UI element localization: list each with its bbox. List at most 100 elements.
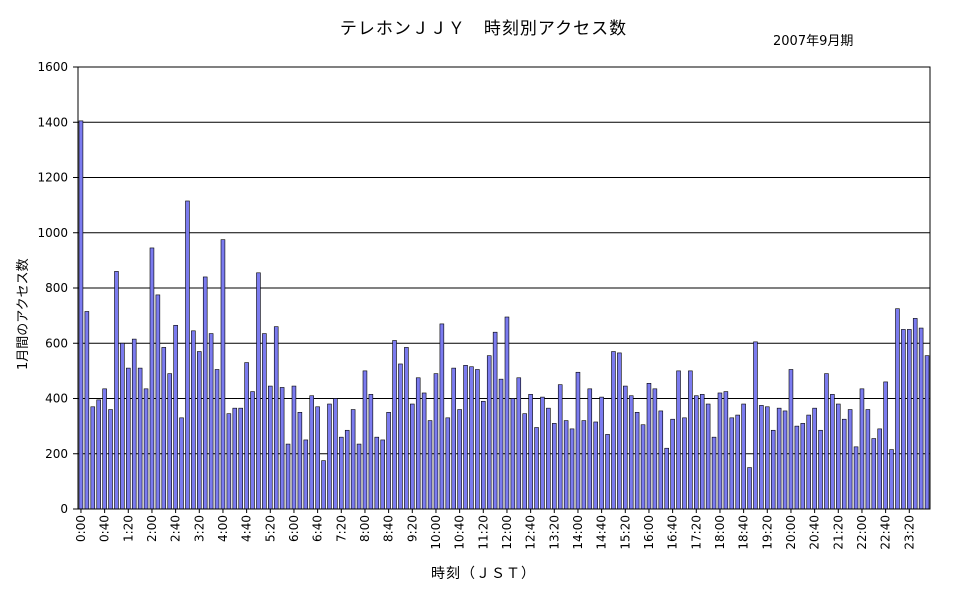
bar <box>297 412 303 510</box>
bar <box>114 271 119 510</box>
bar <box>149 247 155 510</box>
bar <box>723 391 729 510</box>
bar <box>155 294 161 510</box>
bar <box>439 323 445 510</box>
bar <box>374 436 380 510</box>
bar <box>481 400 486 510</box>
bar <box>830 394 835 510</box>
bar <box>634 412 640 510</box>
bar <box>729 417 735 510</box>
x-tick-label: 8:40 <box>382 515 396 542</box>
bar <box>557 384 563 510</box>
bar <box>309 395 314 510</box>
bar <box>433 373 439 510</box>
bar <box>907 329 912 510</box>
x-tick-label: 7:20 <box>334 515 348 542</box>
bar <box>380 439 385 510</box>
bar <box>770 429 776 510</box>
x-tick-label: 14:00 <box>571 515 585 550</box>
bar <box>137 367 143 510</box>
bar <box>682 417 687 510</box>
bar <box>415 377 421 510</box>
x-tick-label: 9:20 <box>405 515 419 542</box>
y-tick-label: 1600 <box>37 60 68 74</box>
bar <box>504 316 510 510</box>
bar <box>498 378 504 510</box>
bar <box>285 443 291 510</box>
x-tick-label: 10:00 <box>429 515 443 550</box>
bar <box>534 427 539 510</box>
bar <box>179 417 184 510</box>
bar <box>108 409 113 510</box>
bar <box>457 409 462 510</box>
bar <box>924 355 930 510</box>
bar <box>421 392 427 510</box>
bar <box>273 326 279 510</box>
bar <box>912 318 918 510</box>
bar <box>836 403 841 510</box>
bar <box>398 363 403 510</box>
bar <box>528 394 533 510</box>
x-tick-label: 1:20 <box>121 515 135 542</box>
x-tick-label: 11:20 <box>476 515 490 550</box>
bar <box>368 394 374 510</box>
x-tick-label: 20:00 <box>784 515 798 550</box>
bar <box>877 428 882 510</box>
y-tick-label: 1000 <box>37 226 68 240</box>
bar <box>392 340 397 510</box>
bar <box>552 423 557 510</box>
x-tick-label: 12:00 <box>500 515 514 550</box>
y-tick-label: 600 <box>45 336 68 350</box>
bar <box>386 412 391 510</box>
bar <box>782 410 788 510</box>
bar <box>262 333 267 510</box>
y-axis-title: 1月間のアクセス数 <box>16 258 31 370</box>
bar <box>735 414 740 510</box>
x-tick-label: 22:40 <box>879 515 893 550</box>
bar <box>623 385 628 510</box>
x-tick-label: 22:00 <box>855 515 869 550</box>
bar <box>794 425 800 510</box>
bar <box>694 395 699 510</box>
y-axis-title-wrap: 1月間のアクセス数 <box>12 258 31 390</box>
bar <box>717 392 723 510</box>
bar <box>291 385 297 510</box>
x-tick-label: 10:40 <box>453 515 467 550</box>
x-tick-label: 6:40 <box>311 515 325 542</box>
bar <box>895 308 900 510</box>
bar <box>161 347 167 510</box>
bar <box>362 370 368 510</box>
bar <box>812 407 817 510</box>
bar <box>859 388 865 510</box>
bar <box>339 436 344 510</box>
bar <box>640 424 646 510</box>
bar <box>410 403 415 510</box>
bar <box>765 406 770 510</box>
bar <box>475 369 480 510</box>
bar <box>173 324 178 510</box>
bar <box>185 200 190 510</box>
bar <box>202 276 208 510</box>
bar <box>256 272 261 510</box>
x-tick-label: 20:40 <box>808 515 822 550</box>
bar <box>753 341 758 510</box>
x-tick-label: 0:40 <box>98 515 112 542</box>
bar <box>664 447 669 510</box>
bar <box>776 407 782 510</box>
bar <box>581 420 587 510</box>
bar <box>451 367 456 510</box>
bar <box>759 405 764 510</box>
bar <box>617 352 622 510</box>
bar <box>605 434 610 510</box>
bar <box>469 366 474 510</box>
bar <box>463 365 468 510</box>
bar <box>818 429 823 510</box>
chart-subtitle: 2007年9月期 <box>773 34 854 49</box>
y-tick-label: 1200 <box>37 171 68 185</box>
bar <box>356 443 362 510</box>
bar <box>670 418 675 510</box>
bar <box>327 403 332 510</box>
x-tick-label: 8:00 <box>358 515 372 542</box>
bar <box>445 417 451 510</box>
bar <box>824 373 829 510</box>
